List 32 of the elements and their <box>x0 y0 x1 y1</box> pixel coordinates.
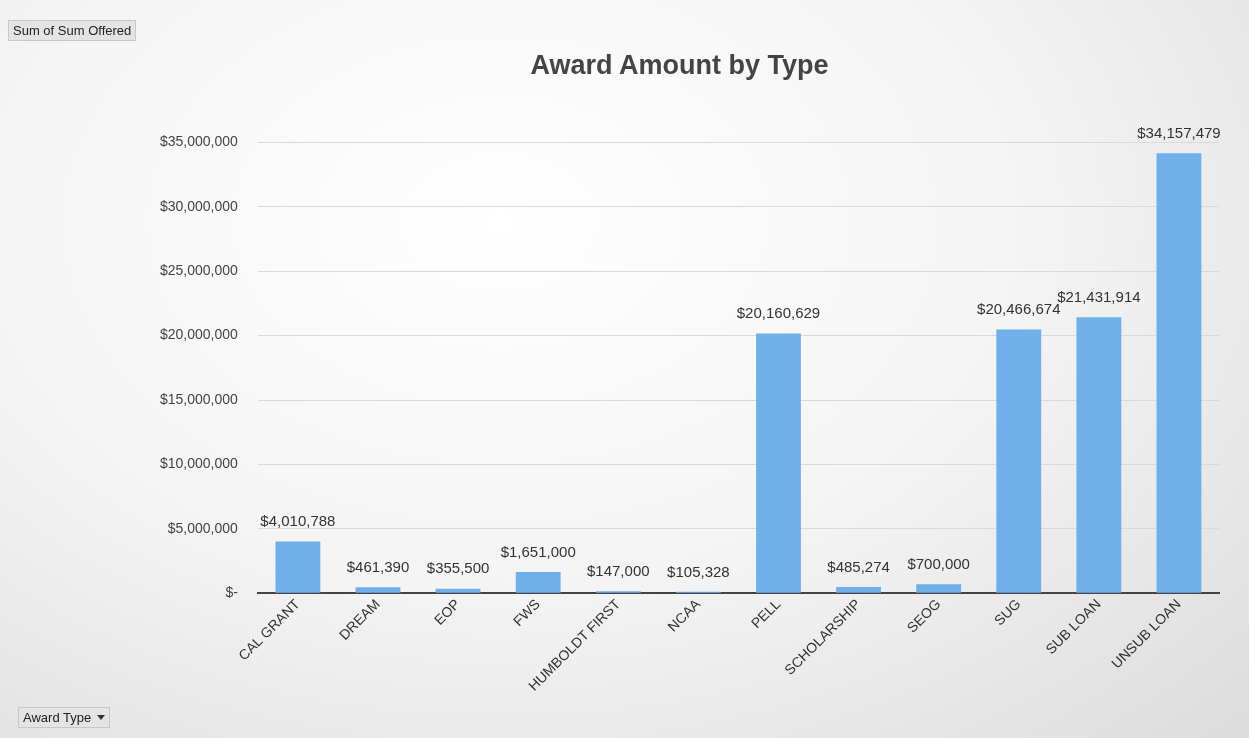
data-label: $105,328 <box>667 562 730 580</box>
bar <box>756 333 801 593</box>
bar <box>916 584 962 593</box>
data-label: $21,431,914 <box>1057 287 1141 305</box>
data-label: $355,500 <box>426 559 490 577</box>
y-tick-label: $5,000,000 <box>167 519 239 536</box>
y-tick-label: $15,000,000 <box>160 390 239 407</box>
bar <box>996 329 1042 593</box>
y-tick-label: $- <box>225 584 239 601</box>
data-label: $461,390 <box>346 557 410 575</box>
y-tick-label: $25,000,000 <box>160 262 239 279</box>
data-label: $20,160,629 <box>736 304 821 322</box>
chart-title: Award Amount by Type <box>530 49 829 80</box>
bar <box>435 588 481 593</box>
bar <box>1156 153 1202 593</box>
y-tick-label: $20,000,000 <box>160 326 239 343</box>
y-tick-label: $35,000,000 <box>160 133 239 150</box>
data-label: $147,000 <box>586 561 650 579</box>
bar <box>355 587 401 593</box>
text: Award Type <box>23 710 92 725</box>
text: Sum of Sum Offered <box>13 23 132 38</box>
bar <box>836 586 881 593</box>
data-label: $34,157,479 <box>1137 123 1221 141</box>
y-tick-label: $30,000,000 <box>160 197 239 214</box>
bar <box>1076 317 1122 593</box>
y-tick-label: $10,000,000 <box>160 455 239 472</box>
data-label: $485,274 <box>827 557 890 575</box>
data-label: $700,000 <box>907 554 970 572</box>
data-label: $4,010,788 <box>260 512 336 530</box>
bar <box>515 571 561 593</box>
data-label: $1,651,000 <box>500 542 576 560</box>
bar <box>275 541 321 593</box>
